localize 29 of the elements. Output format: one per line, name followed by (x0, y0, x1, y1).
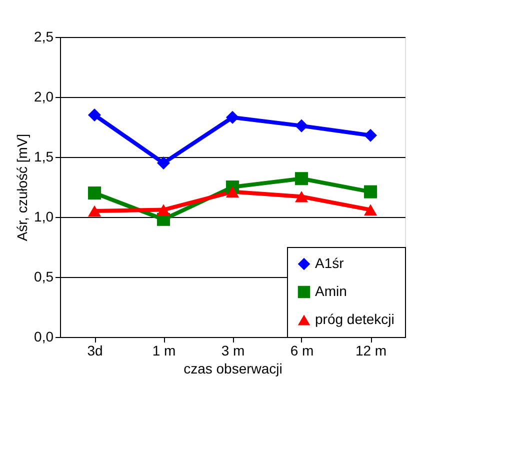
y-tick-label: 2,0 (34, 88, 54, 104)
point (294, 119, 308, 132)
point (156, 156, 170, 170)
y-tick-label: 0,5 (34, 268, 54, 284)
y-tick-label: 1,5 (34, 148, 54, 164)
point (294, 172, 308, 186)
x-tick-label: 6 m (290, 342, 314, 358)
point (364, 128, 378, 142)
point (226, 110, 240, 124)
legend-label: Amin (315, 283, 347, 299)
x-tick-label: 3 m (221, 342, 245, 358)
y-axis-title: Aśr, czułość [mV] (14, 134, 30, 242)
x-tick-label: 3d (87, 342, 103, 358)
x-tick-label: 1 m (152, 342, 176, 358)
point (156, 204, 170, 216)
point (294, 190, 308, 202)
legend-label: A1śr (315, 255, 344, 271)
point (88, 205, 102, 217)
point (226, 186, 240, 198)
point (364, 185, 378, 198)
x-tick-label: 12 m (355, 342, 387, 358)
point (88, 108, 102, 122)
y-tick-label: 1,0 (34, 208, 54, 224)
x-axis-title: czas obserwacji (184, 360, 282, 376)
point (88, 186, 102, 200)
legend-label: próg detekcji (315, 311, 394, 327)
y-tick-label: 2,5 (34, 28, 54, 44)
y-tick-label: 0,0 (34, 328, 54, 344)
point (364, 204, 378, 216)
